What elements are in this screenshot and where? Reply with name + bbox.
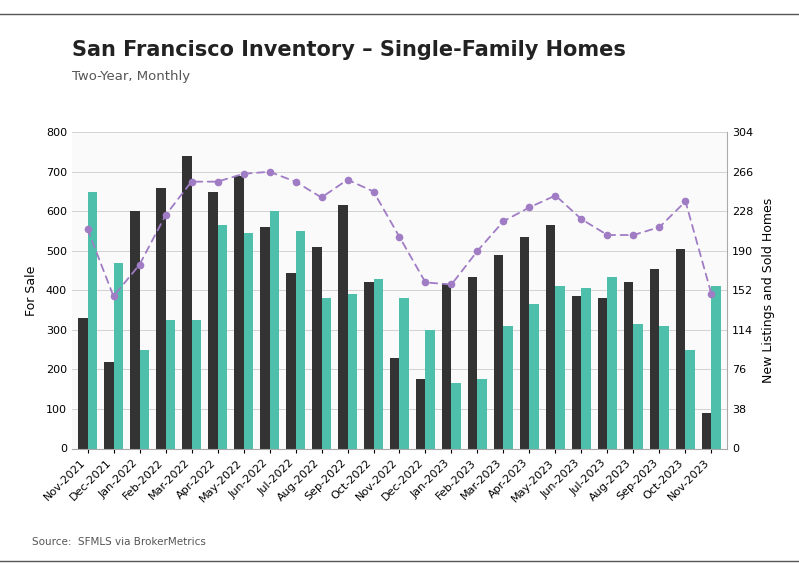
Bar xyxy=(442,285,451,448)
Bar xyxy=(244,233,253,448)
Bar xyxy=(348,294,357,449)
Bar xyxy=(181,156,192,448)
Bar xyxy=(321,298,332,448)
Bar xyxy=(156,187,165,448)
Bar xyxy=(312,247,321,448)
Bar xyxy=(338,205,348,448)
Bar xyxy=(217,225,228,448)
Bar xyxy=(702,413,711,448)
Text: Two-Year, Monthly: Two-Year, Monthly xyxy=(72,70,190,83)
Text: San Francisco Inventory – Single-Family Homes: San Francisco Inventory – Single-Family … xyxy=(72,40,626,60)
Bar xyxy=(140,350,149,448)
Bar xyxy=(546,225,555,448)
Bar xyxy=(494,255,503,448)
Bar xyxy=(426,330,435,448)
Bar xyxy=(269,211,280,448)
Bar xyxy=(467,277,478,448)
Bar xyxy=(364,282,373,448)
Bar xyxy=(165,320,176,448)
Text: Source:  SFMLS via BrokerMetrics: Source: SFMLS via BrokerMetrics xyxy=(32,538,206,547)
Bar xyxy=(233,176,244,448)
Bar xyxy=(686,350,695,448)
Bar xyxy=(415,380,426,448)
Bar xyxy=(478,380,487,448)
Bar xyxy=(260,227,269,448)
Bar xyxy=(623,282,634,448)
Bar xyxy=(571,296,582,448)
Bar xyxy=(129,211,140,448)
Bar xyxy=(192,320,201,448)
Bar xyxy=(676,249,686,448)
Bar xyxy=(650,269,659,448)
Bar xyxy=(598,298,607,448)
Bar xyxy=(208,191,217,448)
Y-axis label: New Listings and Sold Homes: New Listings and Sold Homes xyxy=(761,198,775,383)
Bar xyxy=(451,384,461,448)
Bar xyxy=(285,273,296,448)
Y-axis label: For Sale: For Sale xyxy=(25,265,38,316)
Bar xyxy=(104,362,113,448)
Bar xyxy=(530,304,539,448)
Bar xyxy=(296,231,305,448)
Bar xyxy=(78,318,88,448)
Bar xyxy=(390,358,400,448)
Bar xyxy=(659,326,670,448)
Bar xyxy=(519,237,530,448)
Bar xyxy=(400,298,409,448)
Bar xyxy=(113,263,123,448)
Bar xyxy=(711,286,721,448)
Bar xyxy=(607,277,618,448)
Bar xyxy=(634,324,643,448)
Bar xyxy=(555,286,566,448)
Bar xyxy=(373,278,384,448)
Bar xyxy=(88,191,97,448)
Bar xyxy=(503,326,514,448)
Bar xyxy=(582,289,591,448)
